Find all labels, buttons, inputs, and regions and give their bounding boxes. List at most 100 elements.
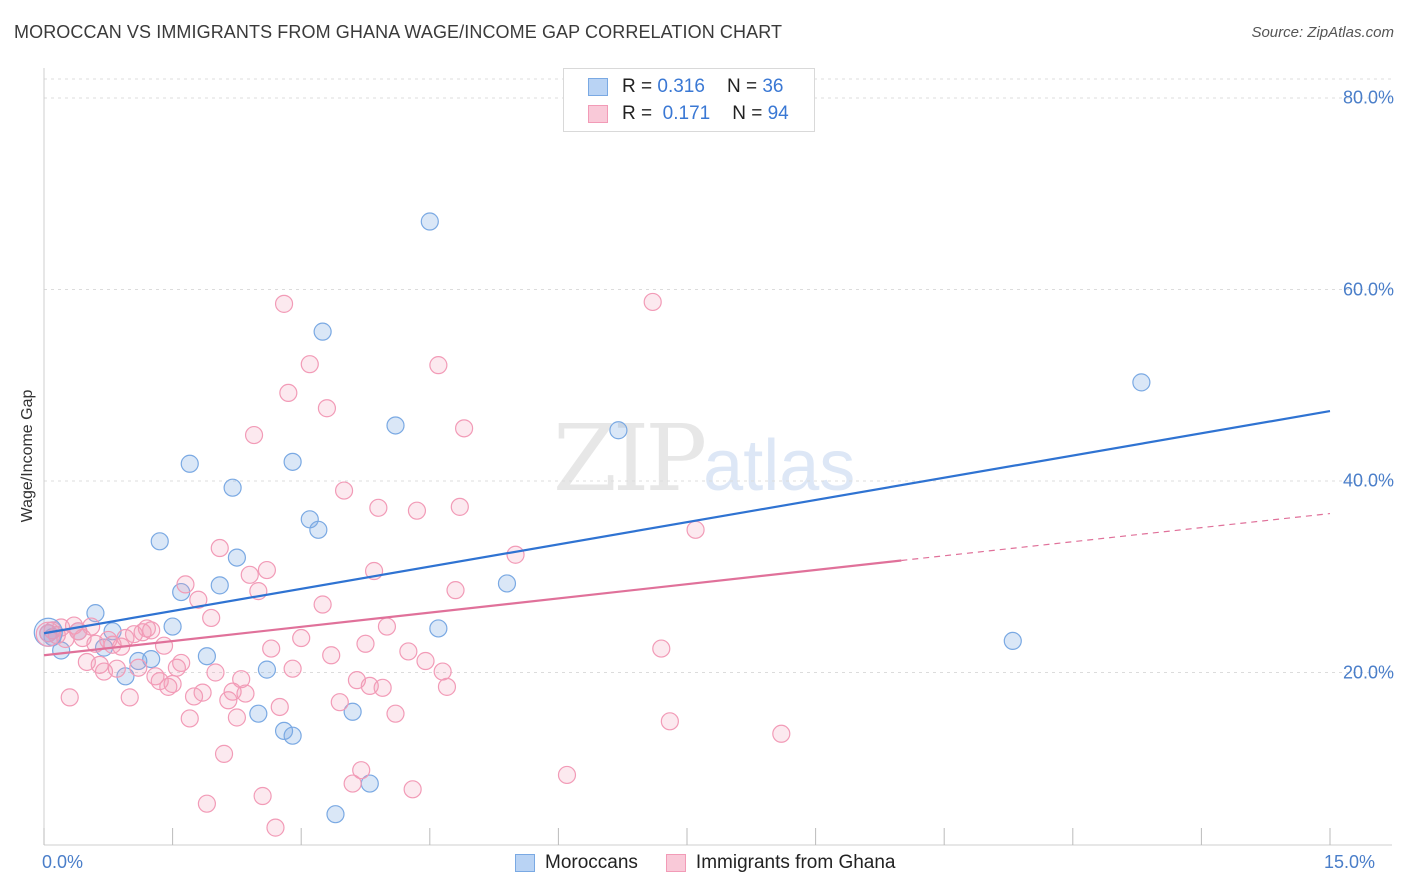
ghana-point	[189, 590, 208, 609]
ghana-point	[450, 497, 469, 516]
moroccan-point	[223, 478, 242, 497]
moroccan-point	[150, 532, 169, 551]
ghana-point	[202, 608, 221, 628]
correlation-legend: R = 0.316 N = 36 R = 0.171 N = 94	[563, 68, 815, 132]
ghana-point	[210, 538, 229, 558]
y-tick-label: 80.0%	[1342, 87, 1394, 108]
ghana-point	[416, 651, 435, 671]
ghana-point	[253, 786, 272, 806]
ghana-point	[107, 659, 126, 678]
ghana-point	[184, 687, 204, 706]
moroccan-point	[326, 805, 345, 824]
ghana-point	[386, 704, 405, 723]
ghana-point	[274, 294, 294, 313]
ghana-point	[236, 684, 255, 703]
ghana-point	[437, 677, 457, 696]
watermark-atlas: atlas	[703, 426, 856, 506]
moroccan-point	[197, 647, 216, 666]
ghana-point	[214, 744, 234, 763]
ghana-point	[244, 425, 264, 445]
ghana-point	[266, 818, 285, 837]
ghana-point	[356, 634, 375, 653]
ghana-point	[279, 383, 298, 403]
ghana-point	[197, 794, 216, 813]
legend-r-label: R =	[622, 103, 653, 124]
moroccan-point	[283, 452, 302, 471]
ghana-point	[180, 709, 199, 728]
ghana-point	[399, 642, 418, 661]
ghana-point	[454, 419, 474, 438]
moroccan-point	[497, 574, 517, 593]
ghana-point	[772, 724, 791, 743]
ghana-point	[343, 774, 362, 793]
legend-n-value: 94	[767, 103, 789, 124]
legend-r-value: 0.316	[657, 76, 705, 97]
gridlines	[44, 78, 1392, 673]
moroccan-point	[180, 454, 199, 473]
ghana-cluster-point	[35, 621, 61, 647]
legend-n-value: 36	[762, 76, 784, 97]
moroccan-point	[274, 721, 294, 741]
ghana-point	[352, 761, 371, 780]
ghana-point	[429, 356, 448, 375]
source-label: Source: ZipAtlas.com	[1251, 24, 1394, 41]
ghana-point	[292, 628, 311, 648]
moroccan-point	[313, 322, 332, 341]
ghana-point	[506, 545, 525, 564]
legend-item-moroccans: Moroccans	[545, 852, 638, 873]
zipatlas-watermark: ZIPatlas	[553, 405, 855, 512]
ghana-point	[643, 292, 662, 312]
ghana-point	[219, 691, 238, 710]
ghana-point	[129, 658, 148, 677]
moroccan-point	[1003, 631, 1022, 651]
ghana-point	[322, 646, 341, 665]
ghana-point	[446, 581, 465, 600]
moroccan-point	[142, 649, 161, 669]
chart-title: MOROCCAN VS IMMIGRANTS FROM GHANA WAGE/I…	[14, 22, 783, 42]
legend-r-value: 0.171	[662, 103, 711, 124]
ghana-point	[369, 498, 388, 517]
ghana-point	[686, 520, 705, 539]
legend-swatch-blue	[588, 78, 608, 96]
ghana-point	[317, 399, 337, 418]
moroccan-point	[283, 726, 302, 745]
ghana-point	[407, 501, 427, 520]
ghana-point	[176, 575, 195, 594]
ghana-point	[142, 621, 161, 640]
moroccan-point	[227, 548, 246, 567]
axes	[43, 68, 1392, 846]
trend-lines	[43, 410, 1331, 657]
moroccans-trend-line	[43, 410, 1331, 635]
moroccan-point	[86, 604, 105, 623]
ghana-point	[227, 708, 246, 727]
x-tick-label-min: 0.0%	[42, 852, 84, 872]
y-tick-label: 60.0%	[1342, 279, 1394, 299]
ghana-point	[257, 560, 277, 580]
ghana-point	[334, 481, 354, 500]
ghana-point	[660, 712, 679, 731]
legend-n-label: N =	[726, 76, 758, 97]
moroccan-point	[429, 619, 448, 638]
legend-row-ghana: R = 0.171 N = 94	[588, 102, 789, 126]
ghana-point	[403, 780, 422, 799]
y-tick-label: 40.0%	[1342, 470, 1394, 491]
ghana-point	[163, 674, 182, 694]
watermark-zip: ZIP	[553, 405, 707, 512]
ghana-point	[154, 636, 174, 655]
ghana-trend-line	[43, 559, 902, 657]
ghana-point	[330, 693, 349, 712]
moroccan-point	[609, 421, 628, 440]
ghana-trend-extension	[901, 512, 1331, 562]
data-points	[33, 212, 1151, 837]
ghana-point	[240, 565, 259, 584]
ghana-point	[193, 683, 212, 702]
ghana-point	[206, 663, 225, 682]
moroccan-point	[257, 660, 277, 679]
series-legend: Moroccans Immigrants from Ghana	[515, 852, 896, 874]
moroccan-point	[309, 520, 328, 539]
y-axis-label: Wage/Income Gap	[19, 389, 36, 523]
ghana-point	[313, 595, 332, 614]
moroccan-point	[386, 416, 405, 435]
ghana-point	[557, 765, 577, 785]
